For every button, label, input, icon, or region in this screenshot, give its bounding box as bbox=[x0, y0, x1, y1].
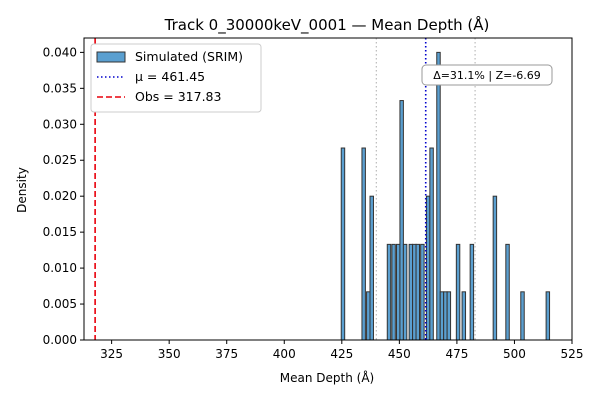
x-tick-label: 325 bbox=[100, 347, 123, 361]
histogram-bar bbox=[469, 243, 475, 341]
y-tick-label: 0.005 bbox=[43, 297, 77, 311]
x-tick-label: 450 bbox=[388, 347, 411, 361]
y-tick-label: 0.020 bbox=[43, 189, 77, 203]
histogram-bar bbox=[386, 243, 392, 341]
histogram-bar bbox=[369, 195, 374, 341]
histogram-bar bbox=[415, 243, 421, 341]
legend-items: Simulated (SRIM) μ = 461.45 Obs = 317.83 bbox=[96, 49, 243, 104]
annotation-box bbox=[421, 64, 553, 86]
x-tick-label: 525 bbox=[561, 347, 584, 361]
x-tick-label: 475 bbox=[445, 347, 468, 361]
legend-label: Obs = 317.83 bbox=[135, 89, 221, 104]
y-tick-label: 0.025 bbox=[43, 153, 77, 167]
histogram-bar bbox=[443, 291, 448, 341]
legend: Simulated (SRIM) μ = 461.45 Obs = 317.83 bbox=[90, 43, 262, 113]
histogram-bar bbox=[545, 291, 551, 341]
legend-swatch-simulated bbox=[96, 51, 126, 63]
x-tick-label: 425 bbox=[330, 347, 353, 361]
x-tick-label: 375 bbox=[215, 347, 238, 361]
histogram-bar bbox=[412, 243, 417, 341]
chart-title: Track 0_30000keV_0001 — Mean Depth (Å) bbox=[164, 15, 490, 35]
x-axis-ticks: 325 350 375 400 425 450 475 500 525 bbox=[100, 340, 583, 361]
y-axis-ticks: 0.000 0.005 0.010 0.015 0.020 0.025 0.030 0.035… bbox=[43, 45, 84, 347]
histogram-bar bbox=[520, 291, 525, 341]
x-tick-label: 350 bbox=[158, 347, 181, 361]
x-tick-label: 500 bbox=[503, 347, 526, 361]
y-tick-label: 0.030 bbox=[43, 117, 77, 131]
annotation-text: Δ=31.1% | Z=-6.69 bbox=[433, 69, 541, 82]
axes-frame bbox=[83, 37, 573, 341]
x-axis-label: Mean Depth (Å) bbox=[280, 370, 374, 385]
y-axis-label: Density bbox=[15, 167, 29, 213]
histogram-bar bbox=[408, 243, 414, 341]
histogram-bar bbox=[361, 147, 366, 341]
histogram-bar bbox=[340, 147, 346, 341]
histogram-bar bbox=[391, 243, 396, 341]
histogram-bar bbox=[366, 291, 371, 341]
x-tick-label: 400 bbox=[273, 347, 296, 361]
y-tick-label: 0.040 bbox=[43, 45, 77, 59]
y-tick-label: 0.000 bbox=[43, 333, 77, 347]
legend-label: μ = 461.45 bbox=[135, 69, 205, 84]
histogram-bar bbox=[455, 243, 461, 341]
histogram-bar bbox=[436, 51, 441, 341]
legend-label: Simulated (SRIM) bbox=[135, 49, 243, 64]
y-tick-label: 0.035 bbox=[43, 81, 77, 95]
legend-box bbox=[90, 43, 262, 113]
histogram-bar bbox=[492, 195, 498, 341]
histogram-bar bbox=[399, 100, 404, 341]
y-tick-label: 0.010 bbox=[43, 261, 77, 275]
histogram-bar bbox=[446, 291, 452, 341]
histogram-bar bbox=[461, 291, 467, 341]
histogram-bar bbox=[402, 243, 408, 341]
delta-z-annotation: Δ=31.1% | Z=-6.69 bbox=[421, 64, 553, 86]
histogram-bar bbox=[395, 243, 401, 341]
histogram-bar bbox=[505, 243, 510, 341]
y-tick-label: 0.015 bbox=[43, 225, 77, 239]
histogram-bar bbox=[425, 195, 431, 341]
histogram-bar bbox=[439, 291, 445, 341]
histogram-bar bbox=[429, 147, 434, 341]
histogram-bar bbox=[420, 243, 425, 341]
